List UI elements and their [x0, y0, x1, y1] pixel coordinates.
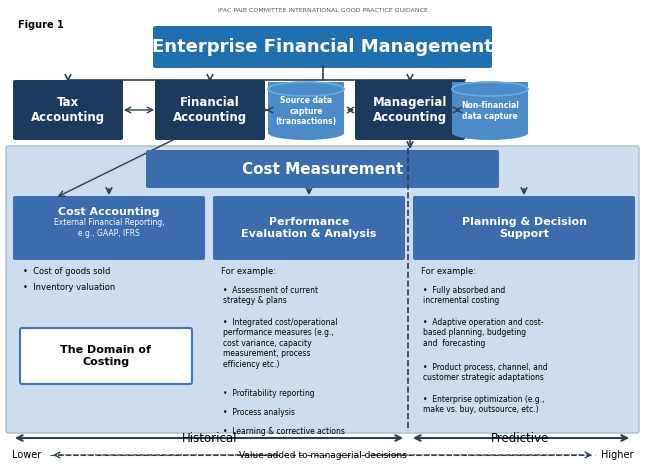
Text: Planning & Decision
Support: Planning & Decision Support	[462, 217, 586, 239]
FancyBboxPatch shape	[20, 328, 192, 384]
Text: Source data
capture
(transactions): Source data capture (transactions)	[275, 96, 337, 126]
Text: The Domain of
Costing: The Domain of Costing	[61, 345, 152, 367]
Text: External Financial Reporting,
e.g., GAAP, IFRS: External Financial Reporting, e.g., GAAP…	[54, 218, 164, 238]
Text: Lower: Lower	[12, 450, 41, 460]
Text: For example:: For example:	[421, 268, 476, 276]
Text: •  Adaptive operation and cost-
based planning, budgeting
and  forecasting: • Adaptive operation and cost- based pla…	[423, 318, 544, 348]
Text: Cost Accounting: Cost Accounting	[58, 207, 160, 217]
Text: Enterprise Financial Management: Enterprise Financial Management	[152, 38, 493, 56]
FancyBboxPatch shape	[355, 80, 465, 140]
FancyBboxPatch shape	[13, 80, 123, 140]
Text: Historical: Historical	[183, 431, 238, 445]
FancyBboxPatch shape	[13, 196, 205, 260]
Text: Predictive: Predictive	[491, 431, 549, 445]
FancyBboxPatch shape	[213, 196, 405, 260]
Text: Value-added to managerial decisions: Value-added to managerial decisions	[239, 450, 406, 460]
Text: Financial
Accounting: Financial Accounting	[173, 96, 247, 124]
Text: •  Profitability reporting: • Profitability reporting	[223, 389, 315, 398]
Text: •  Product process, channel, and
customer strategic adaptations: • Product process, channel, and customer…	[423, 363, 548, 382]
Bar	[268, 82, 344, 133]
Ellipse shape	[452, 82, 528, 96]
Text: •  Inventory valuation: • Inventory valuation	[23, 284, 115, 292]
Ellipse shape	[268, 126, 344, 140]
Text: Non-financial
data capture: Non-financial data capture	[461, 101, 519, 121]
Ellipse shape	[452, 126, 528, 140]
Text: For example:: For example:	[221, 268, 276, 276]
Text: •  Fully absorbed and
incremental costing: • Fully absorbed and incremental costing	[423, 286, 505, 305]
Text: •  Integrated cost/operational
performance measures (e.g.,
cost variance, capaci: • Integrated cost/operational performanc…	[223, 318, 337, 369]
Text: Performance
Evaluation & Analysis: Performance Evaluation & Analysis	[241, 217, 377, 239]
Text: Tax
Accounting: Tax Accounting	[31, 96, 105, 124]
FancyBboxPatch shape	[146, 150, 499, 188]
Text: •  Process analysis: • Process analysis	[223, 408, 295, 417]
FancyBboxPatch shape	[155, 80, 265, 140]
Text: Higher: Higher	[600, 450, 633, 460]
Text: IFAC PAIB COMMITTEE INTERNATIONAL GOOD PRACTICE GUIDANCE: IFAC PAIB COMMITTEE INTERNATIONAL GOOD P…	[217, 8, 428, 13]
FancyBboxPatch shape	[413, 196, 635, 260]
FancyBboxPatch shape	[6, 146, 639, 433]
Text: •  Learning & corrective actions: • Learning & corrective actions	[223, 427, 345, 436]
Text: •  Cost of goods sold: • Cost of goods sold	[23, 268, 110, 276]
FancyBboxPatch shape	[153, 26, 492, 68]
Text: Managerial
Accounting: Managerial Accounting	[373, 96, 447, 124]
Text: •  Enterprise optimization (e.g.,
make vs. buy, outsource, etc.): • Enterprise optimization (e.g., make vs…	[423, 395, 544, 414]
Bar	[452, 82, 528, 133]
Text: •  Assessment of current
strategy & plans: • Assessment of current strategy & plans	[223, 286, 318, 305]
Text: Cost Measurement: Cost Measurement	[242, 162, 403, 177]
Text: Figure 1: Figure 1	[18, 20, 64, 30]
Ellipse shape	[268, 82, 344, 96]
